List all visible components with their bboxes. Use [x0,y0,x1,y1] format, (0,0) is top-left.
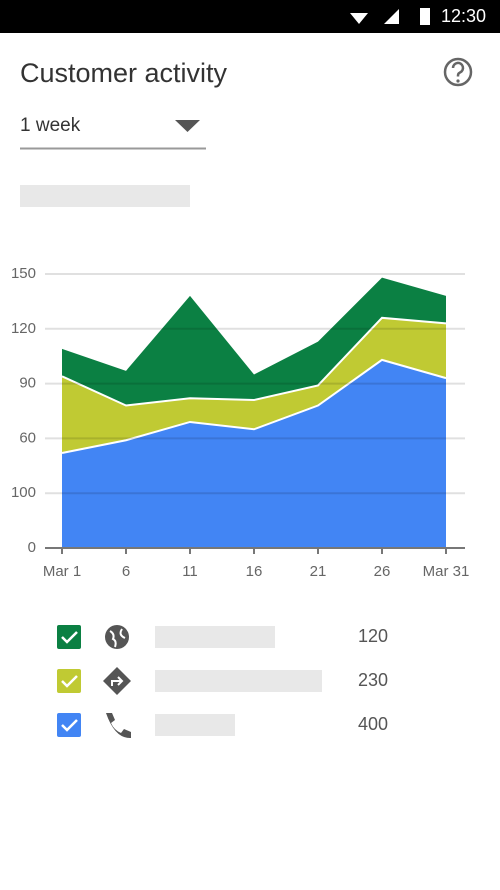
period-label[interactable]: 1 week [20,115,81,136]
legend: 120 230 400 [57,625,388,739]
x-tick-label: 11 [182,563,198,580]
x-tick-label: 21 [310,563,327,580]
globe-icon [105,625,129,649]
x-tick-label: 6 [122,563,130,580]
help-circle[interactable] [443,57,473,87]
signal-icon [384,9,399,24]
y-tick-label: 90 [19,375,36,392]
legend-count: 120 [358,626,388,646]
globe-detail [109,628,126,648]
legend-count: 230 [358,670,388,690]
battery-icon [420,8,430,25]
legend-checkbox[interactable] [57,669,81,693]
legend-count: 400 [358,714,388,734]
legend-placeholder [155,670,322,692]
legend-check[interactable] [61,631,78,644]
help-dot[interactable] [456,79,460,83]
legend-checkbox[interactable] [57,625,81,649]
phone-icon [106,713,131,739]
area [62,277,446,406]
dropdown-arrow[interactable] [175,120,200,132]
status-bar [0,0,500,33]
help-mark[interactable] [451,61,465,77]
x-tick-label: Mar 1 [43,563,81,580]
legend-check[interactable] [61,719,78,732]
wifi-icon [350,13,368,24]
legend-checkbox[interactable] [57,713,81,737]
chart: 0 100 60 90 120 150 Mar 1 6 11 16 21 26 Mar 31 [11,265,469,580]
help-button[interactable] [443,57,473,87]
area [62,359,446,548]
legend-placeholder [155,626,275,648]
status-time: 12:30 [441,6,486,26]
area-edge [61,358,447,454]
x-tick-label: 26 [374,563,391,580]
period-dropdown[interactable]: 1 week [20,115,206,150]
legend-check[interactable] [61,675,78,688]
y-tick-label: 120 [11,320,36,337]
y-tick-label: 0 [28,539,36,556]
x-tick-label: 16 [246,563,263,580]
y-tick-label: 100 [11,484,36,501]
area-edge [61,316,447,407]
placeholder-bar [20,185,190,207]
page-title: Customer activity [20,58,228,88]
legend-placeholder [155,714,235,736]
y-tick-label: 150 [11,265,36,282]
y-tick-label: 60 [19,429,36,446]
x-tick-label: Mar 31 [423,563,470,580]
directions-arrow [111,676,124,686]
